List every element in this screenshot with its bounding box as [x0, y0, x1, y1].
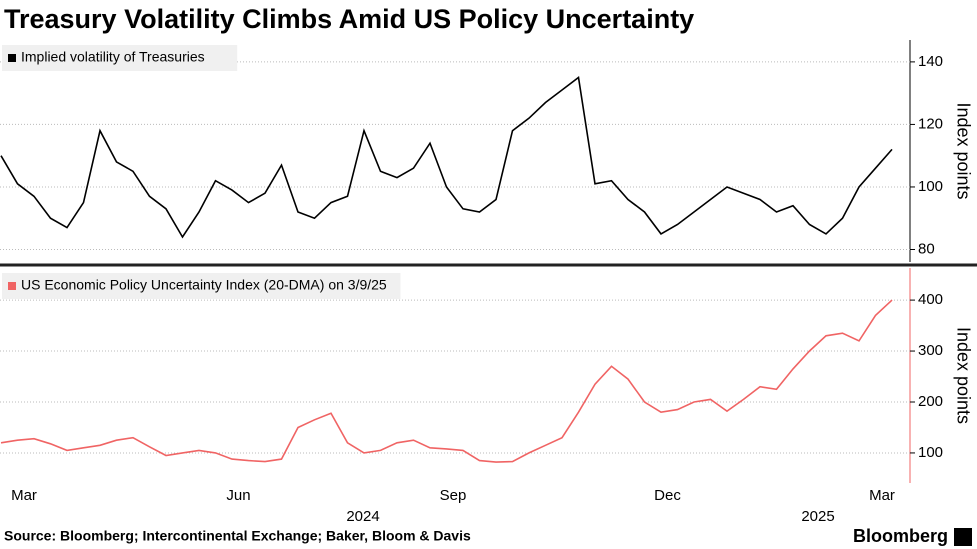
y-tick-label: 400 [918, 291, 943, 308]
legend-swatch [8, 282, 16, 290]
brand-icon [954, 528, 972, 546]
x-year-label: 2024 [346, 508, 379, 525]
line-series [0, 76, 893, 239]
chart-title: Treasury Volatility Climbs Amid US Polic… [4, 4, 694, 34]
legend-swatch [8, 54, 16, 62]
y-tick-label: 100 [918, 444, 943, 461]
source: Source: Bloomberg; Intercontinental Exch… [4, 528, 471, 544]
brand: Bloomberg [853, 526, 948, 546]
x-tick-label: Mar [11, 487, 37, 504]
legend-label: Implied volatility of Treasuries [21, 49, 205, 65]
y-axis-label: Index points [953, 327, 973, 424]
legend-box [2, 45, 238, 71]
y-tick-label: 80 [918, 240, 935, 257]
y-tick-label: 120 [918, 115, 943, 132]
y-tick-label: 100 [918, 178, 943, 195]
legend-box [2, 273, 401, 299]
y-tick-label: 200 [918, 393, 943, 410]
y-axis-label: Index points [953, 102, 973, 199]
legend-label: US Economic Policy Uncertainty Index (20… [21, 277, 387, 293]
x-year-label: 2025 [801, 508, 834, 525]
y-tick-label: 300 [918, 342, 943, 359]
y-tick-label: 140 [918, 53, 943, 70]
x-tick-label: Mar [869, 487, 895, 504]
x-tick-label: Dec [654, 487, 681, 504]
line-series [0, 299, 893, 463]
x-tick-label: Jun [226, 487, 250, 504]
x-tick-label: Sep [440, 487, 467, 504]
